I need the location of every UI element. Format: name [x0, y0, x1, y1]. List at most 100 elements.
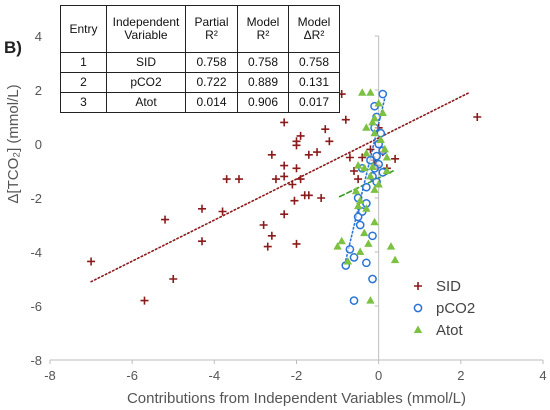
- table-cell: 0.722: [185, 72, 238, 93]
- sid-point: [87, 257, 96, 266]
- atot-point: [374, 99, 383, 107]
- table-cell: 0.131: [288, 72, 340, 93]
- atot-point: [382, 153, 392, 161]
- header-line: Partial: [194, 15, 229, 29]
- sid-point: [358, 153, 367, 162]
- table-cell: SID: [106, 52, 186, 73]
- table-cell: pCO2: [106, 72, 186, 93]
- atot-point: [366, 88, 375, 96]
- x-tick-label: -4: [209, 368, 221, 383]
- header-model-delta-r2: Model ΔR²: [288, 5, 340, 53]
- sid-point: [391, 154, 400, 163]
- atot-point: [390, 255, 400, 264]
- y-tick-label: -6: [30, 299, 42, 314]
- header-line: Variable: [124, 28, 168, 42]
- x-axis-title: Contributions from Independent Variables…: [127, 390, 466, 407]
- table-cell: 0.906: [237, 92, 289, 113]
- table-cell: 0.758: [288, 52, 340, 73]
- x-tick-label: 2: [457, 368, 464, 383]
- sid-point: [473, 113, 482, 121]
- atot-point: [376, 135, 385, 143]
- atot-point: [351, 186, 361, 195]
- header-line: Independent: [112, 15, 180, 29]
- sid-point: [222, 175, 231, 184]
- y-tick-label: -8: [30, 353, 42, 368]
- sid-point: [304, 191, 313, 200]
- atot-point: [360, 163, 369, 172]
- sid-point: [169, 275, 178, 283]
- atot-point: [362, 204, 371, 212]
- y-tick-label: -4: [30, 245, 42, 260]
- sid-point: [292, 141, 301, 150]
- atot-point: [368, 162, 377, 170]
- data-points: [87, 88, 482, 305]
- header-line: Model: [297, 15, 331, 29]
- atot-point: [366, 296, 375, 304]
- sid-point: [325, 137, 334, 146]
- y-tick-label: 2: [35, 83, 42, 98]
- sid-point: [366, 145, 375, 154]
- legend-marker-sid: [414, 282, 422, 290]
- sid-point: [313, 148, 322, 157]
- atot-point: [370, 217, 379, 226]
- sid-point: [161, 215, 170, 224]
- sid-point: [296, 175, 305, 184]
- y-tick-label: 0: [35, 137, 42, 152]
- sid-point: [267, 150, 276, 159]
- sid-point: [341, 115, 350, 124]
- y-tick-label: -2: [30, 191, 42, 206]
- pco2-point: [368, 231, 377, 241]
- atot-point: [353, 201, 363, 210]
- sid-point: [259, 221, 268, 229]
- atot-point: [368, 117, 377, 126]
- table-header-row: Entry Independent Variable Partial R² Mode…: [60, 5, 340, 53]
- atot-point: [337, 236, 346, 245]
- atot-point: [370, 128, 379, 137]
- sid-point: [321, 125, 330, 134]
- sid-point: [317, 194, 326, 202]
- atot-point: [386, 242, 396, 250]
- table-cell: 2: [60, 72, 107, 93]
- table-cell: 3: [60, 92, 107, 113]
- table-row: 1 SID 0.758 0.758 0.758: [60, 52, 340, 73]
- legend-marker-atot: [413, 325, 423, 333]
- sid-point: [271, 175, 280, 184]
- trendline-pco2: [344, 97, 386, 261]
- sid-point: [234, 175, 243, 184]
- x-tick-label: -6: [126, 368, 138, 383]
- sid-point: [280, 161, 289, 170]
- atot-point: [353, 161, 363, 169]
- atot-point: [362, 123, 371, 131]
- regression-stats-table: Entry Independent Variable Partial R² Mode…: [60, 5, 340, 113]
- table-cell: Atot: [106, 92, 186, 113]
- sid-point: [280, 172, 289, 181]
- atot-point: [364, 239, 373, 247]
- atot-point: [370, 185, 379, 193]
- sid-point: [350, 167, 359, 175]
- sid-point: [280, 210, 289, 219]
- header-variable: Independent Variable: [106, 5, 186, 53]
- pco2-point: [349, 253, 359, 262]
- sid-point: [292, 164, 301, 173]
- trendlines: [90, 91, 470, 283]
- atot-point: [374, 180, 383, 188]
- atot-point: [333, 242, 342, 250]
- atot-point: [355, 247, 365, 255]
- legend-label-sid: SID: [436, 278, 461, 295]
- table-row: 2 pCO2 0.722 0.889 0.131: [60, 72, 340, 93]
- x-tick-label: 0: [375, 368, 382, 383]
- trendline-sid: [90, 91, 470, 283]
- atot-point: [382, 166, 392, 174]
- legend-box: [402, 270, 500, 336]
- pco2-point: [353, 212, 363, 222]
- sid-point: [267, 231, 276, 240]
- table-cell: 0.017: [288, 92, 340, 113]
- sid-point: [288, 180, 297, 189]
- pco2-point: [378, 89, 388, 99]
- sid-point: [280, 118, 289, 127]
- atot-point: [366, 171, 375, 180]
- sid-point: [198, 237, 207, 246]
- sid-point: [140, 296, 149, 305]
- header-line: ΔR²: [303, 28, 325, 42]
- panel-label: B): [4, 38, 22, 57]
